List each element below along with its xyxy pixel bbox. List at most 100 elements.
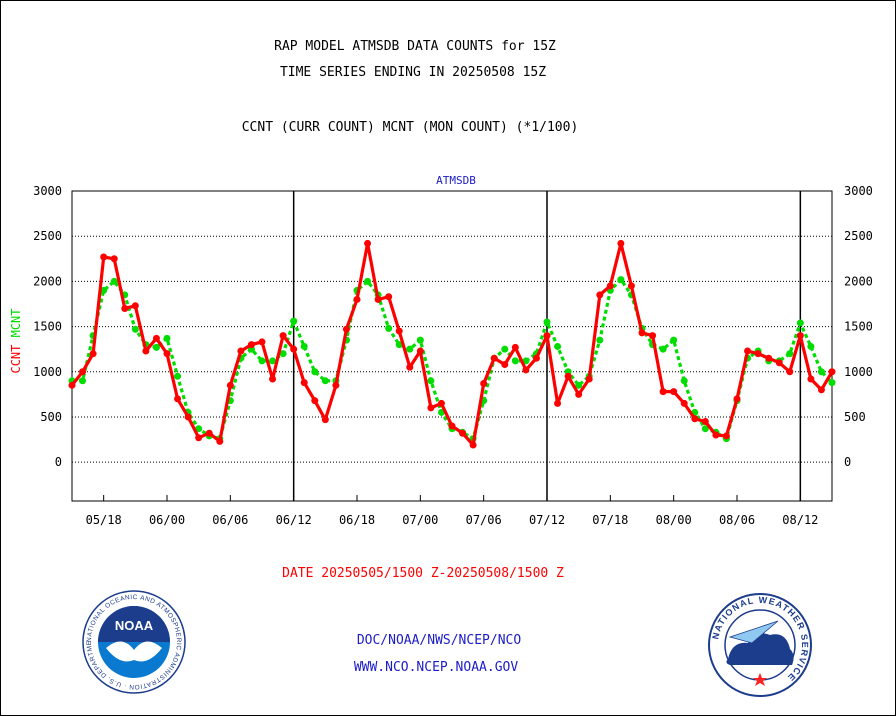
y-axis-label-ccnt: CCNT (9, 337, 23, 373)
data-point-ccnt (617, 239, 625, 247)
data-point-mcnt (300, 342, 308, 350)
y-tick-label-left: 1000 (33, 365, 62, 379)
data-point-mcnt (511, 357, 519, 365)
data-point-ccnt (817, 386, 825, 394)
x-tick-label: 07/18 (592, 513, 628, 527)
data-point-ccnt (490, 354, 498, 362)
data-point-ccnt (416, 347, 424, 355)
data-point-ccnt (79, 368, 87, 376)
data-point-ccnt (585, 375, 593, 383)
data-point-mcnt (427, 377, 435, 385)
x-tick-label: 06/06 (212, 513, 248, 527)
data-point-ccnt (395, 327, 403, 335)
data-point-ccnt (174, 395, 182, 403)
data-point-ccnt (152, 334, 160, 342)
data-point-ccnt (765, 354, 773, 362)
data-point-mcnt (163, 334, 171, 342)
y-tick-label-right: 0 (844, 455, 851, 469)
x-tick-label: 06/00 (149, 513, 185, 527)
x-tick-label: 06/18 (339, 513, 375, 527)
data-point-mcnt (596, 336, 604, 344)
noaa-logo: NOAA NATIONAL OCEANIC AND ATMOSPHERIC AD… (82, 590, 186, 694)
data-point-ccnt (807, 375, 815, 383)
data-point-ccnt (606, 282, 614, 290)
data-point-ccnt (163, 350, 171, 358)
data-point-ccnt (448, 422, 456, 430)
data-point-ccnt (543, 332, 551, 340)
chart-title-line2: TIME SERIES ENDING IN 20250508 15Z (279, 65, 547, 80)
data-point-ccnt (184, 413, 192, 421)
data-point-ccnt (649, 332, 657, 340)
y-tick-label-left: 2500 (33, 229, 62, 243)
data-point-ccnt (68, 381, 76, 389)
data-point-ccnt (226, 381, 234, 389)
data-point-mcnt (554, 342, 562, 350)
data-point-mcnt (195, 425, 203, 433)
data-point-ccnt (300, 379, 308, 387)
data-point-ccnt (131, 302, 139, 310)
y-axis-label: CCNT MCNT (9, 308, 23, 373)
data-point-ccnt (205, 429, 213, 437)
y-tick-label-right: 2000 (844, 274, 873, 288)
data-point-ccnt (469, 441, 477, 449)
x-tick-label: 05/18 (86, 513, 122, 527)
data-point-mcnt (269, 357, 277, 365)
data-point-ccnt (733, 395, 741, 403)
y-tick-label-right: 2500 (844, 229, 873, 243)
y-tick-label-right: 3000 (844, 184, 873, 198)
plot-frame (71, 190, 833, 502)
data-point-ccnt (670, 388, 678, 396)
data-point-ccnt (258, 338, 266, 346)
data-point-ccnt (554, 399, 562, 407)
data-point-ccnt (437, 399, 445, 407)
data-point-ccnt (680, 399, 688, 407)
data-point-mcnt (290, 317, 298, 325)
data-point-mcnt (817, 368, 825, 376)
data-point-ccnt (828, 368, 836, 376)
data-point-ccnt (89, 350, 97, 358)
data-point-ccnt (511, 343, 519, 351)
data-point-mcnt (807, 342, 815, 350)
data-point-ccnt (374, 295, 382, 303)
noaa-logo-text: NOAA (115, 618, 154, 633)
data-point-mcnt (680, 377, 688, 385)
data-point-ccnt (385, 293, 393, 301)
data-point-ccnt (100, 253, 108, 261)
data-point-ccnt (564, 372, 572, 380)
date-range-label: DATE 20250505/1500 Z-20250508/1500 Z (282, 566, 564, 581)
data-point-mcnt (110, 277, 118, 285)
data-point-ccnt (332, 381, 340, 389)
x-tick-label: 06/12 (276, 513, 312, 527)
data-point-ccnt (659, 388, 667, 396)
data-point-ccnt (754, 350, 762, 358)
data-point-mcnt (575, 381, 583, 389)
credit-line2: WWW.NCO.NCEP.NOAA.GOV (353, 660, 519, 675)
data-point-ccnt (744, 347, 752, 355)
data-point-mcnt (786, 350, 794, 358)
y-tick-label-right: 500 (844, 410, 866, 424)
data-point-ccnt (269, 375, 277, 383)
data-point-mcnt (364, 277, 372, 285)
y-axis-label-mcnt: MCNT (9, 308, 23, 337)
data-point-mcnt (152, 343, 160, 351)
data-point-ccnt (110, 255, 118, 263)
data-point-ccnt (290, 345, 298, 353)
data-point-ccnt (627, 282, 635, 290)
data-point-ccnt (311, 397, 319, 405)
data-point-mcnt (174, 372, 182, 380)
data-point-ccnt (195, 434, 203, 442)
data-point-mcnt (406, 345, 414, 353)
data-point-mcnt (131, 325, 139, 333)
credit-line1: DOC/NOAA/NWS/NCEP/NCO (356, 633, 522, 648)
chart-title-atmsdb: ATMSDB (436, 174, 476, 187)
data-point-mcnt (321, 377, 329, 385)
data-point-ccnt (532, 354, 540, 362)
data-point-ccnt (701, 417, 709, 425)
data-point-mcnt (385, 324, 393, 332)
data-point-mcnt (796, 319, 804, 327)
data-point-mcnt (258, 357, 266, 365)
data-point-ccnt (638, 329, 646, 337)
x-tick-label: 08/12 (782, 513, 818, 527)
